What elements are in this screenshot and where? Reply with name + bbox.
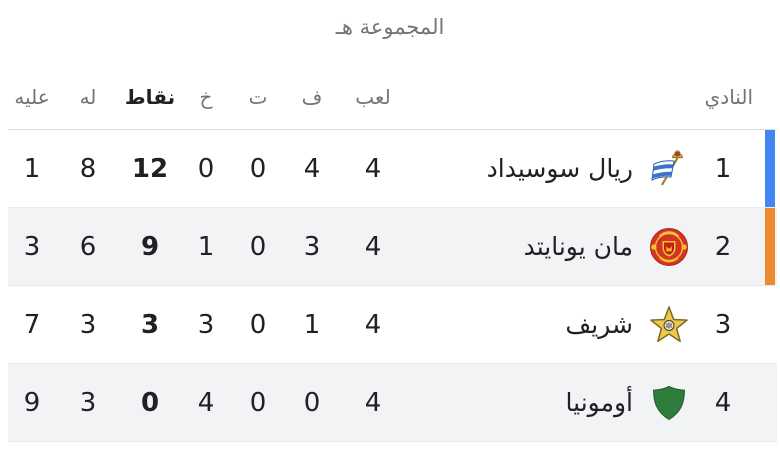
stat-goals-for: 3 — [79, 387, 97, 418]
stat-won: 4 — [303, 153, 321, 184]
stat-lost: 0 — [197, 153, 215, 184]
qualification-bar — [765, 286, 775, 363]
stat-lost: 4 — [197, 387, 215, 418]
team-name: شريف — [565, 310, 633, 339]
stat-played: 4 — [364, 387, 382, 418]
header-goals-for: له — [79, 85, 97, 109]
stat-points: 9 — [140, 231, 160, 262]
position-number: 3 — [714, 309, 732, 340]
stat-drawn: 0 — [249, 309, 267, 340]
position-number: 2 — [714, 231, 732, 262]
stat-lost: 3 — [197, 309, 215, 340]
standings-table: النادي لعب ف ت خ نقاط له عليه 1 — [8, 53, 777, 442]
stat-drawn: 0 — [249, 231, 267, 262]
table-row-man-united[interactable]: 2 مان يونايتد 4 3 0 1 — [8, 208, 777, 286]
stat-goals-against: 3 — [23, 231, 41, 262]
stat-goals-for: 6 — [79, 231, 97, 262]
table-row-omonia[interactable]: 4 أومونيا 4 0 0 4 0 3 9 — [8, 364, 777, 442]
stat-points: 3 — [140, 309, 160, 340]
sheriff-crest-icon — [649, 305, 689, 345]
stat-points: 12 — [131, 153, 169, 184]
stat-goals-for: 3 — [79, 309, 97, 340]
stat-goals-against: 1 — [23, 153, 41, 184]
stat-won: 3 — [303, 231, 321, 262]
qualification-bar — [765, 130, 775, 207]
header-lost: خ — [199, 85, 213, 109]
qualification-bar — [765, 364, 775, 441]
stat-drawn: 0 — [249, 387, 267, 418]
group-title: المجموعة هـ — [335, 15, 445, 39]
header-goals-against: عليه — [14, 85, 50, 109]
header-drawn: ت — [248, 85, 268, 109]
stat-played: 4 — [364, 153, 382, 184]
stat-goals-for: 8 — [79, 153, 97, 184]
man-united-crest-icon — [649, 227, 689, 267]
stat-drawn: 0 — [249, 153, 267, 184]
table-header-row: النادي لعب ف ت خ نقاط له عليه — [8, 53, 777, 130]
team-name: ريال سوسيداد — [486, 154, 633, 183]
team-name: مان يونايتد — [523, 232, 633, 261]
header-won: ف — [301, 85, 323, 109]
real-sociedad-crest-icon — [649, 149, 689, 189]
table-row-sheriff[interactable]: 3 شريف 4 1 0 3 3 3 7 — [8, 286, 777, 364]
stat-points: 0 — [140, 387, 160, 418]
team-name: أومونيا — [565, 388, 633, 417]
position-number: 1 — [714, 153, 732, 184]
stat-won: 1 — [303, 309, 321, 340]
qualification-bar — [765, 208, 775, 285]
stat-goals-against: 7 — [23, 309, 41, 340]
header-club: النادي — [704, 85, 753, 109]
omonia-crest-icon — [649, 383, 689, 423]
stat-goals-against: 9 — [23, 387, 41, 418]
stat-played: 4 — [364, 231, 382, 262]
stat-played: 4 — [364, 309, 382, 340]
table-row-real-sociedad[interactable]: 1 ريال سوسيداد 4 4 0 0 — [8, 130, 777, 208]
position-number: 4 — [714, 387, 732, 418]
stat-won: 0 — [303, 387, 321, 418]
stat-lost: 1 — [197, 231, 215, 262]
header-points: نقاط — [124, 85, 176, 109]
header-played: لعب — [355, 85, 391, 109]
